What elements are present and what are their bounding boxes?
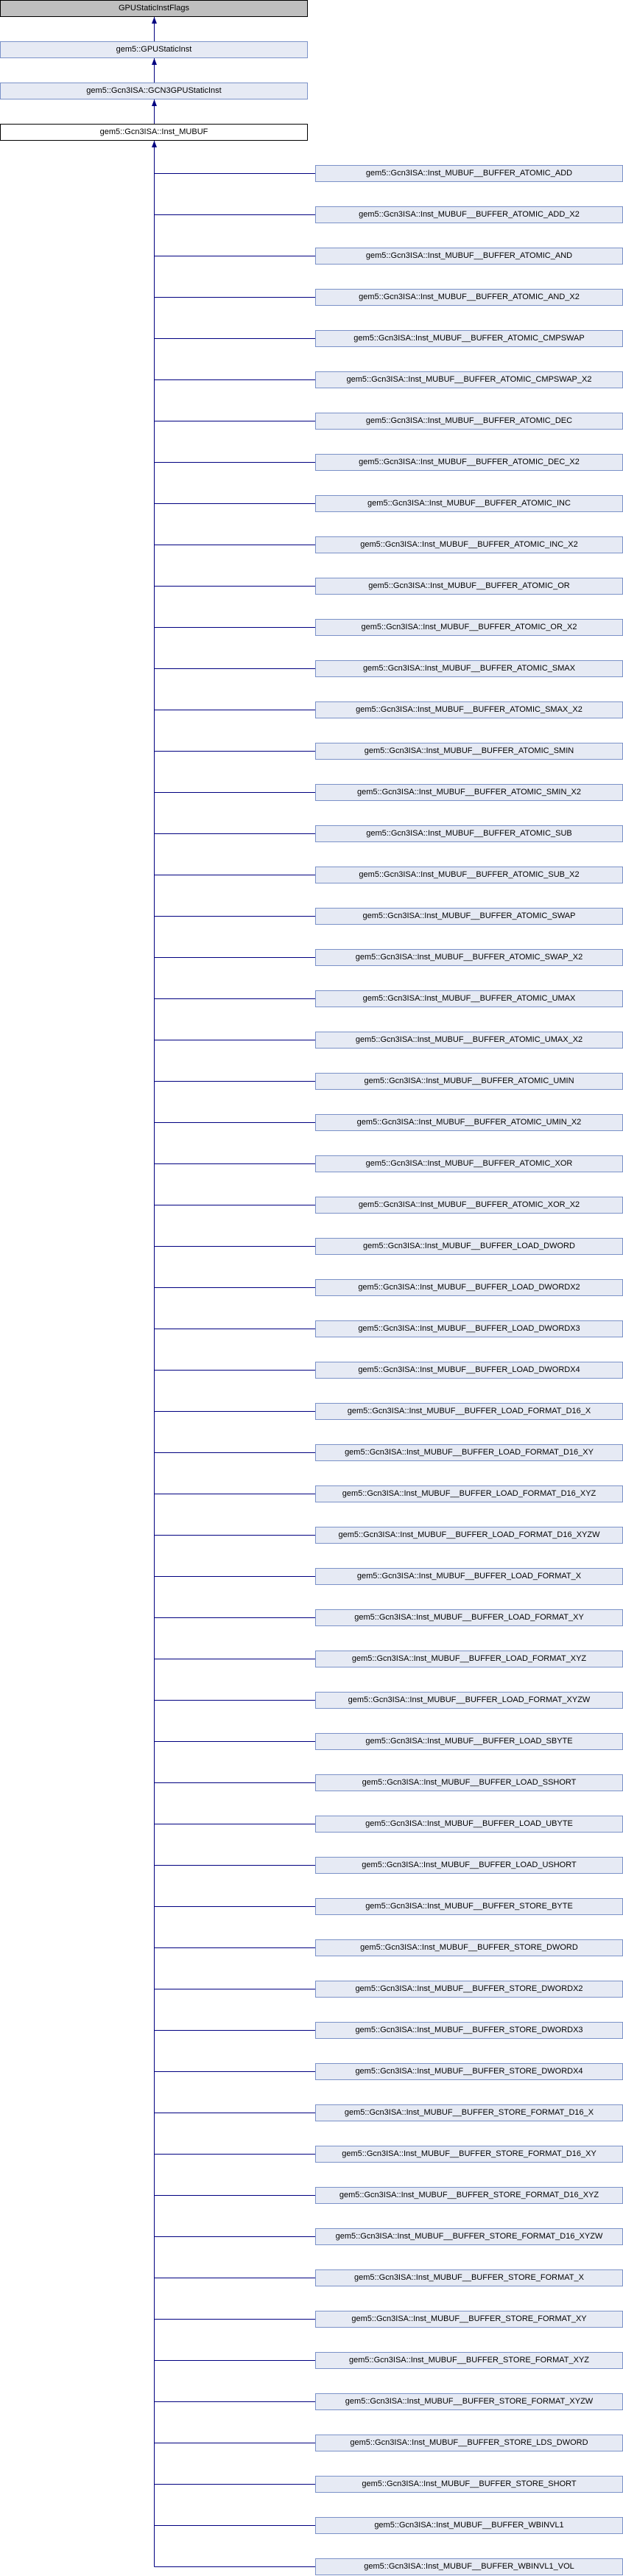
derived-class-node[interactable]: gem5::Gcn3ISA::Inst_MUBUF__BUFFER_STORE_… [315, 2187, 623, 2204]
derived-class-node[interactable]: gem5::Gcn3ISA::Inst_MUBUF__BUFFER_ATOMIC… [315, 1114, 623, 1131]
derived-class-node[interactable]: gem5::Gcn3ISA::Inst_MUBUF__BUFFER_STORE_… [315, 2269, 623, 2286]
derived-class-node[interactable]: gem5::Gcn3ISA::Inst_MUBUF__BUFFER_ATOMIC… [315, 495, 623, 512]
derived-class-node[interactable]: gem5::Gcn3ISA::Inst_MUBUF__BUFFER_STORE_… [315, 2022, 623, 2039]
derived-class-node[interactable]: gem5::Gcn3ISA::Inst_MUBUF__BUFFER_ATOMIC… [315, 908, 623, 925]
derived-class-node[interactable]: gem5::Gcn3ISA::Inst_MUBUF__BUFFER_LOAD_F… [315, 1444, 623, 1461]
derived-class-node[interactable]: gem5::Gcn3ISA::Inst_MUBUF__BUFFER_ATOMIC… [315, 701, 623, 718]
derived-class-node[interactable]: gem5::Gcn3ISA::Inst_MUBUF__BUFFER_ATOMIC… [315, 330, 623, 347]
derived-class-node[interactable]: gem5::Gcn3ISA::Inst_MUBUF__BUFFER_LOAD_F… [315, 1568, 623, 1585]
derived-class-node[interactable]: gem5::Gcn3ISA::Inst_MUBUF__BUFFER_ATOMIC… [315, 825, 623, 842]
inheritance-arrow-icon [152, 17, 157, 24]
derived-class-node[interactable]: gem5::Gcn3ISA::Inst_MUBUF__BUFFER_ATOMIC… [315, 660, 623, 677]
derived-class-node[interactable]: gem5::Gcn3ISA::Inst_MUBUF__BUFFER_ATOMIC… [315, 1155, 623, 1172]
derived-class-node[interactable]: gem5::Gcn3ISA::Inst_MUBUF__BUFFER_ATOMIC… [315, 867, 623, 883]
inheritance-arrow-icon [152, 99, 157, 106]
derived-class-node[interactable]: gem5::Gcn3ISA::Inst_MUBUF__BUFFER_ATOMIC… [315, 165, 623, 182]
derived-class-node[interactable]: gem5::Gcn3ISA::Inst_MUBUF__BUFFER_LOAD_F… [315, 1527, 623, 1544]
derived-class-node[interactable]: gem5::Gcn3ISA::Inst_MUBUF__BUFFER_ATOMIC… [315, 1197, 623, 1214]
derived-class-node[interactable]: gem5::Gcn3ISA::Inst_MUBUF__BUFFER_ATOMIC… [315, 289, 623, 306]
derived-class-node[interactable]: gem5::Gcn3ISA::Inst_MUBUF__BUFFER_ATOMIC… [315, 743, 623, 760]
derived-class-node[interactable]: gem5::Gcn3ISA::Inst_MUBUF__BUFFER_STORE_… [315, 1981, 623, 1998]
derived-class-node[interactable]: gem5::Gcn3ISA::Inst_MUBUF__BUFFER_ATOMIC… [315, 1032, 623, 1049]
derived-class-node[interactable]: gem5::Gcn3ISA::Inst_MUBUF__BUFFER_STORE_… [315, 2228, 623, 2245]
derived-class-node[interactable]: gem5::Gcn3ISA::Inst_MUBUF__BUFFER_ATOMIC… [315, 536, 623, 553]
derived-class-node[interactable]: gem5::Gcn3ISA::Inst_MUBUF__BUFFER_STORE_… [315, 2393, 623, 2410]
derived-class-node[interactable]: gem5::Gcn3ISA::Inst_MUBUF__BUFFER_LOAD_F… [315, 1485, 623, 1502]
derived-class-node[interactable]: gem5::Gcn3ISA::Inst_MUBUF__BUFFER_LOAD_S… [315, 1774, 623, 1791]
derived-class-node[interactable]: gem5::Gcn3ISA::Inst_MUBUF__BUFFER_STORE_… [315, 2104, 623, 2121]
derived-class-node[interactable]: gem5::Gcn3ISA::Inst_MUBUF__BUFFER_ATOMIC… [315, 454, 623, 471]
derived-class-node[interactable]: gem5::Gcn3ISA::Inst_MUBUF__BUFFER_ATOMIC… [315, 619, 623, 636]
derived-class-node[interactable]: gem5::Gcn3ISA::Inst_MUBUF__BUFFER_LOAD_D… [315, 1362, 623, 1379]
derived-class-node[interactable]: gem5::Gcn3ISA::Inst_MUBUF__BUFFER_LOAD_S… [315, 1733, 623, 1750]
derived-class-node[interactable]: gem5::Gcn3ISA::Inst_MUBUF__BUFFER_STORE_… [315, 2435, 623, 2451]
derived-class-node[interactable]: gem5::Gcn3ISA::Inst_MUBUF__BUFFER_LOAD_U… [315, 1816, 623, 1833]
inheritance-arrow-icon [152, 141, 157, 147]
derived-class-node[interactable]: gem5::Gcn3ISA::Inst_MUBUF__BUFFER_STORE_… [315, 2311, 623, 2328]
ancestor-class-node[interactable]: gem5::Gcn3ISA::GCN3GPUStaticInst [0, 83, 308, 99]
derived-class-node[interactable]: gem5::Gcn3ISA::Inst_MUBUF__BUFFER_LOAD_D… [315, 1238, 623, 1255]
derived-class-node[interactable]: gem5::Gcn3ISA::Inst_MUBUF__BUFFER_STORE_… [315, 2146, 623, 2163]
derived-class-node[interactable]: gem5::Gcn3ISA::Inst_MUBUF__BUFFER_WBINVL… [315, 2558, 623, 2575]
derived-class-node[interactable]: gem5::Gcn3ISA::Inst_MUBUF__BUFFER_ATOMIC… [315, 413, 623, 430]
derived-class-node[interactable]: gem5::Gcn3ISA::Inst_MUBUF__BUFFER_LOAD_F… [315, 1692, 623, 1709]
derived-class-node[interactable]: gem5::Gcn3ISA::Inst_MUBUF__BUFFER_LOAD_D… [315, 1279, 623, 1296]
derived-class-node[interactable]: gem5::Gcn3ISA::Inst_MUBUF__BUFFER_LOAD_F… [315, 1651, 623, 1667]
inheritance-arrow-icon [152, 58, 157, 65]
derived-class-node[interactable]: gem5::Gcn3ISA::Inst_MUBUF__BUFFER_LOAD_F… [315, 1403, 623, 1420]
derived-class-node[interactable]: gem5::Gcn3ISA::Inst_MUBUF__BUFFER_ATOMIC… [315, 990, 623, 1007]
derived-class-node[interactable]: gem5::Gcn3ISA::Inst_MUBUF__BUFFER_STORE_… [315, 2476, 623, 2493]
ancestor-class-node[interactable]: gem5::GPUStaticInst [0, 41, 308, 58]
derived-class-node[interactable]: gem5::Gcn3ISA::Inst_MUBUF__BUFFER_ATOMIC… [315, 949, 623, 966]
derived-class-node[interactable]: gem5::Gcn3ISA::Inst_MUBUF__BUFFER_STORE_… [315, 2352, 623, 2369]
derived-class-node[interactable]: gem5::Gcn3ISA::Inst_MUBUF__BUFFER_ATOMIC… [315, 784, 623, 801]
derived-class-node[interactable]: gem5::Gcn3ISA::Inst_MUBUF__BUFFER_ATOMIC… [315, 1073, 623, 1090]
derived-class-node[interactable]: gem5::Gcn3ISA::Inst_MUBUF__BUFFER_ATOMIC… [315, 578, 623, 595]
derived-class-node[interactable]: gem5::Gcn3ISA::Inst_MUBUF__BUFFER_LOAD_U… [315, 1857, 623, 1874]
derived-class-node[interactable]: gem5::Gcn3ISA::Inst_MUBUF__BUFFER_ATOMIC… [315, 206, 623, 223]
ancestor-class-node[interactable]: GPUStaticInstFlags [0, 0, 308, 17]
derived-class-node[interactable]: gem5::Gcn3ISA::Inst_MUBUF__BUFFER_STORE_… [315, 1898, 623, 1915]
derived-class-node[interactable]: gem5::Gcn3ISA::Inst_MUBUF__BUFFER_LOAD_F… [315, 1609, 623, 1626]
derived-class-node[interactable]: gem5::Gcn3ISA::Inst_MUBUF__BUFFER_LOAD_D… [315, 1320, 623, 1337]
derived-class-node[interactable]: gem5::Gcn3ISA::Inst_MUBUF__BUFFER_STORE_… [315, 2063, 623, 2080]
derived-class-node[interactable]: gem5::Gcn3ISA::Inst_MUBUF__BUFFER_ATOMIC… [315, 371, 623, 388]
derived-class-node[interactable]: gem5::Gcn3ISA::Inst_MUBUF__BUFFER_STORE_… [315, 1939, 623, 1956]
current-class-node[interactable]: gem5::Gcn3ISA::Inst_MUBUF [0, 124, 308, 141]
derived-class-node[interactable]: gem5::Gcn3ISA::Inst_MUBUF__BUFFER_ATOMIC… [315, 248, 623, 265]
derived-class-node[interactable]: gem5::Gcn3ISA::Inst_MUBUF__BUFFER_WBINVL… [315, 2517, 623, 2534]
